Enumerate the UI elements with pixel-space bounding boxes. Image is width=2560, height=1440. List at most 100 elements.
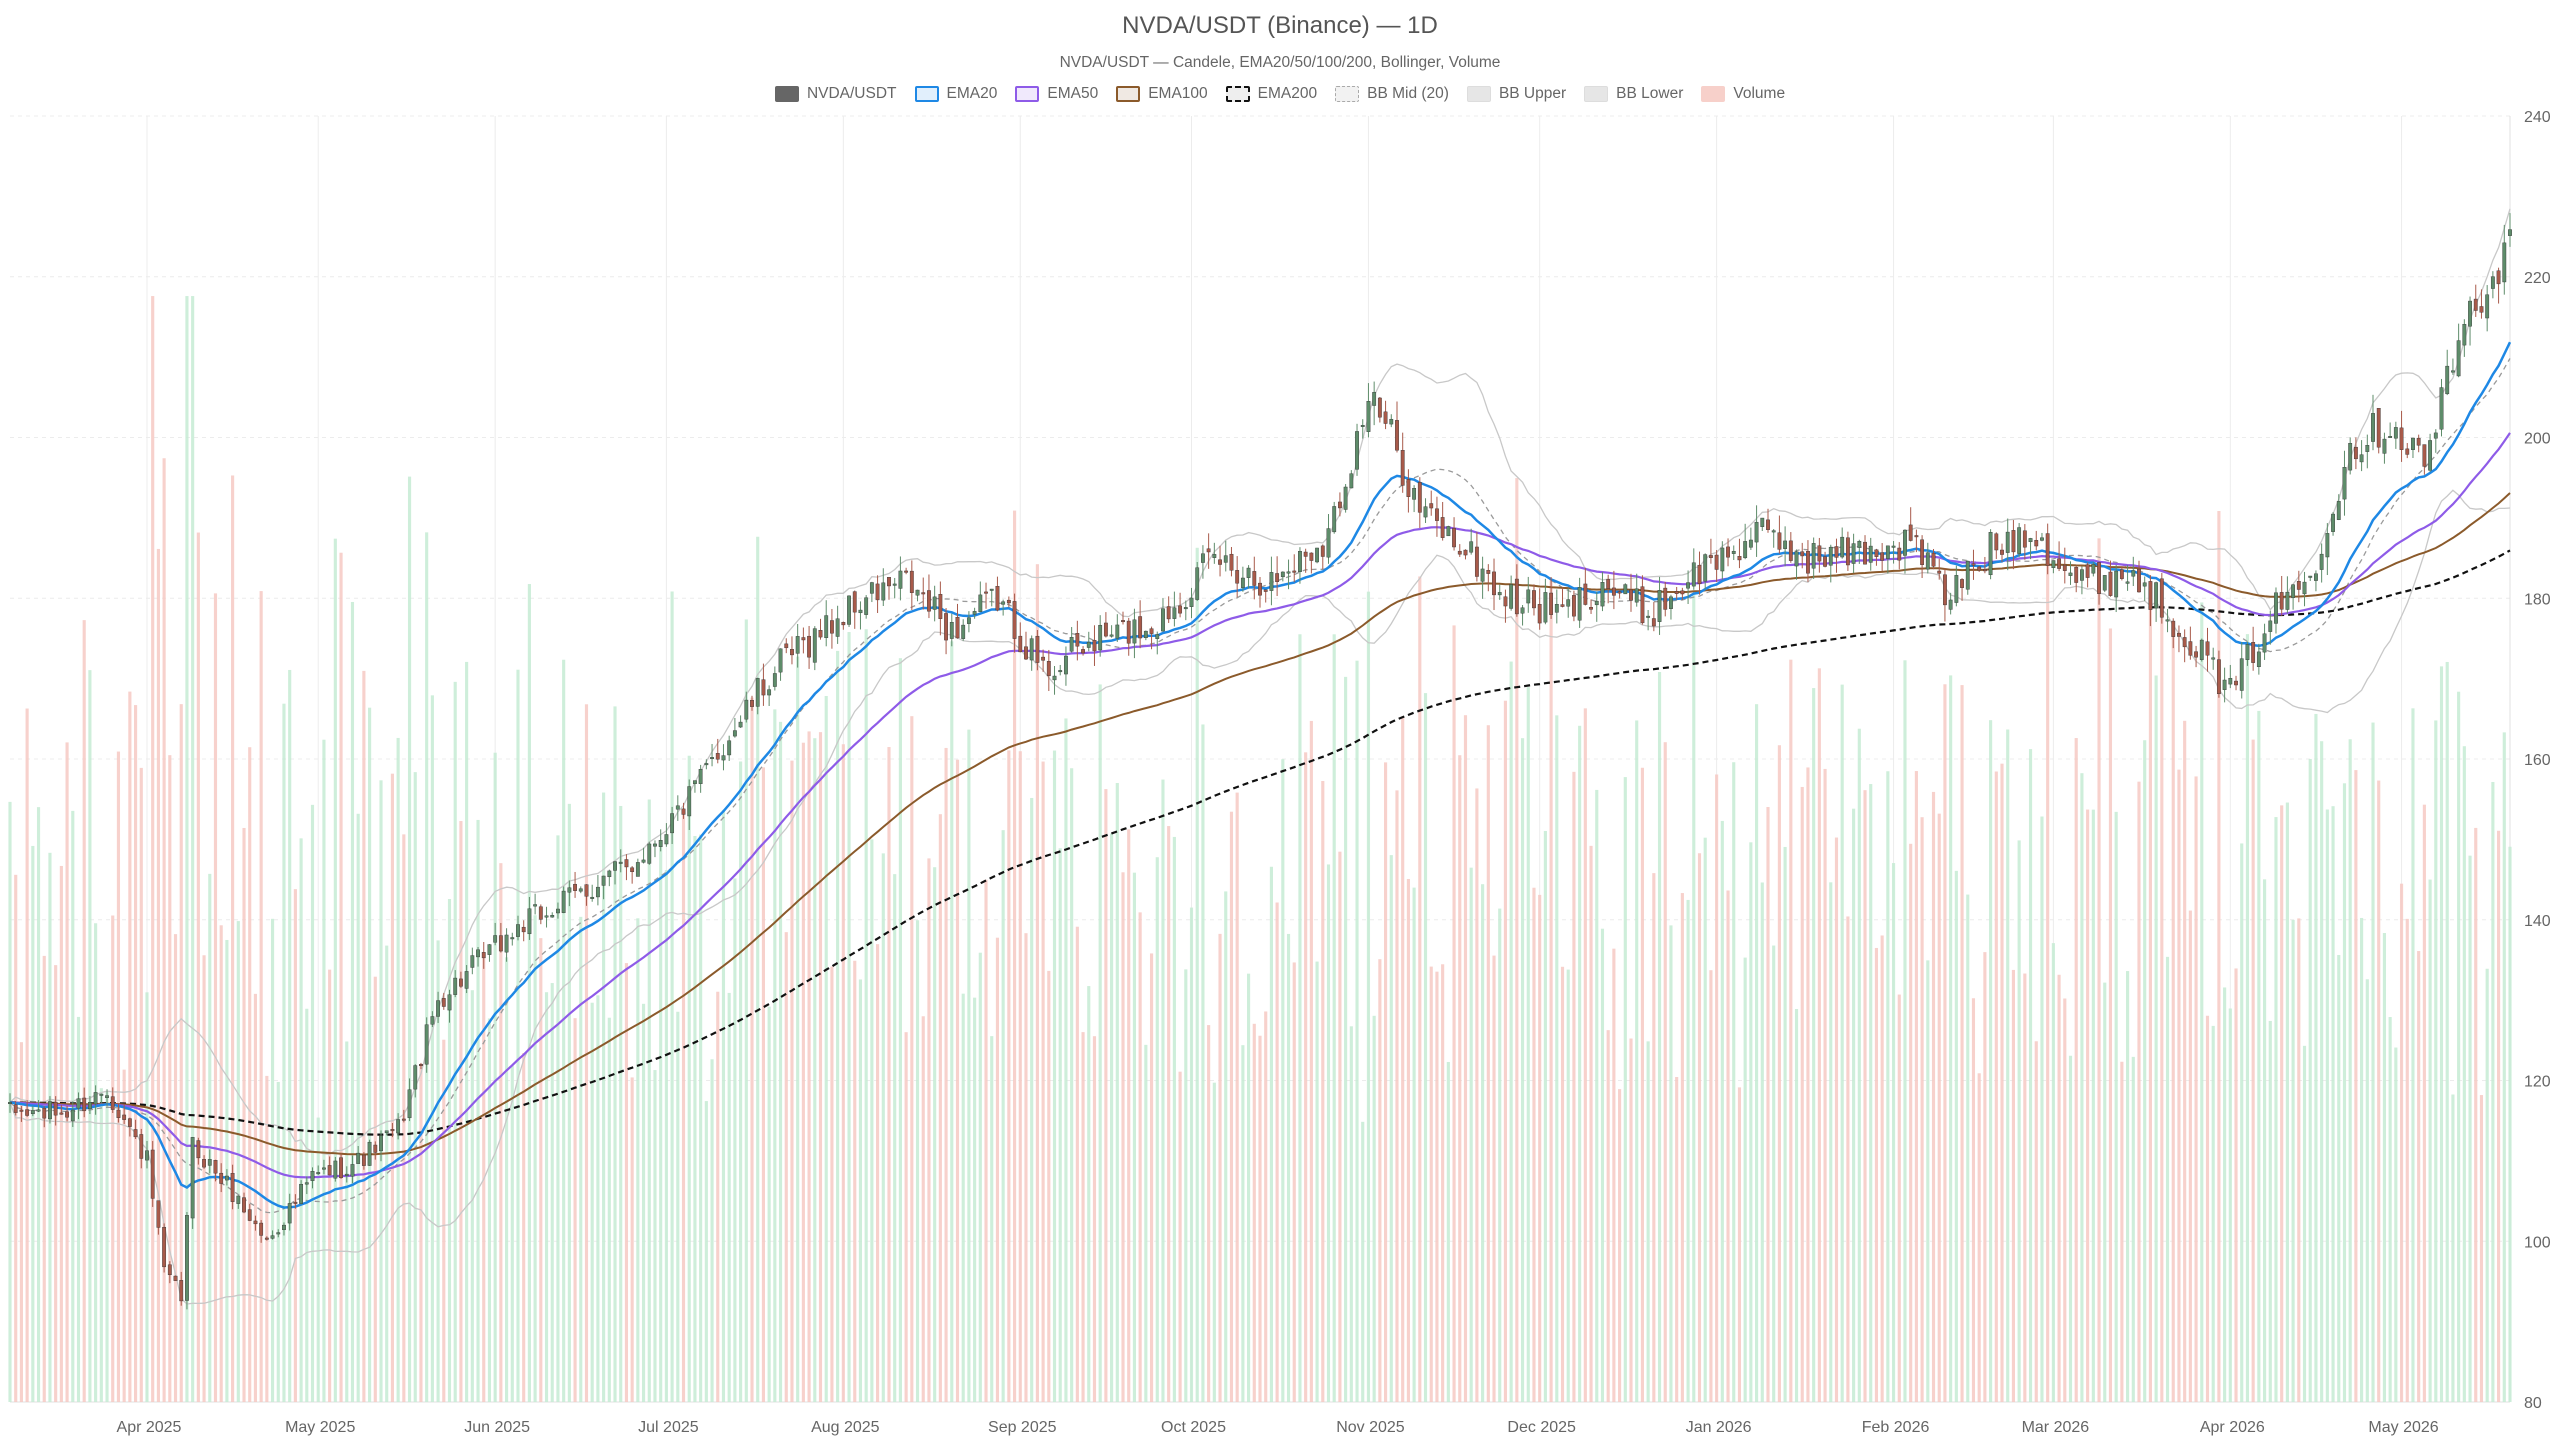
volume-bar	[1378, 959, 1382, 1402]
legend-label: NVDA/USDT	[806, 85, 897, 102]
candle-body	[1275, 573, 1280, 583]
candle-body	[179, 1280, 184, 1302]
candle-body	[87, 1102, 92, 1110]
volume-bar	[1315, 961, 1319, 1402]
volume-bar	[893, 874, 897, 1402]
volume-bar	[105, 1091, 109, 1402]
candle-body	[1212, 554, 1217, 558]
volume-bar	[2434, 720, 2438, 1402]
bb-lower-line	[9, 489, 2511, 1305]
legend-item-bblow[interactable]: BB Lower	[1584, 85, 1683, 103]
volume-bar	[1338, 851, 1342, 1402]
candle-body	[1714, 554, 1719, 570]
volume-bar	[1184, 969, 1188, 1402]
volume-bar	[179, 704, 183, 1402]
candle-body	[59, 1112, 64, 1115]
candle-body	[42, 1107, 47, 1119]
candle-body	[2194, 651, 2198, 658]
volume-bar	[2028, 749, 2033, 1402]
volume-bar	[2491, 782, 2495, 1402]
legend-item-ema20[interactable]: EMA20	[914, 85, 997, 103]
legend-item-bbup[interactable]: BB Upper	[1466, 85, 1566, 103]
volume-bar	[1755, 704, 1759, 1402]
volume-bar	[25, 708, 29, 1402]
volume-bar	[505, 957, 509, 1402]
volume-bar	[2411, 708, 2415, 1402]
candle-body	[384, 1130, 389, 1134]
candle-body	[459, 978, 463, 987]
volume-bar	[419, 1064, 423, 1402]
candle-body	[1298, 551, 1302, 572]
volume-bar	[1041, 761, 1045, 1402]
candle-body	[1161, 608, 1165, 632]
volume-bar	[1829, 882, 1833, 1402]
candle-body	[927, 590, 931, 612]
volume-bar	[168, 755, 172, 1402]
volume-bar	[1789, 659, 1793, 1402]
volume-bar	[236, 921, 240, 1402]
volume-bar	[1429, 966, 1433, 1402]
candle-body	[1520, 607, 1525, 614]
candle-body	[1143, 630, 1148, 639]
candles	[8, 213, 2512, 1310]
volume-bar	[453, 681, 457, 1402]
volume-bar	[1526, 687, 1530, 1402]
candle-body	[595, 886, 600, 898]
volume-bar	[1121, 872, 1125, 1402]
volume-bar	[1686, 899, 1690, 1402]
legend-item-bbmid[interactable]: BB Mid (20)	[1335, 85, 1449, 103]
candle-body	[1783, 540, 1788, 549]
volume-bar	[1572, 771, 1576, 1402]
volume-bar	[887, 747, 891, 1402]
legend-item-ema50[interactable]: EMA50	[1015, 85, 1098, 103]
candle-body	[2456, 340, 2461, 377]
volume-bar	[1247, 973, 1251, 1402]
candle-body	[1178, 605, 1183, 614]
volume-bar	[2245, 634, 2250, 1402]
candle-body	[1543, 592, 1548, 623]
volume-bar	[128, 691, 132, 1402]
candle-body	[556, 908, 560, 914]
candle-body	[544, 915, 549, 918]
candle-body	[1634, 588, 1639, 603]
legend-label: BB Lower	[1616, 85, 1684, 102]
volume-bar	[1886, 771, 1890, 1402]
candle-body	[30, 1110, 35, 1115]
candle-body	[938, 594, 943, 619]
x-tick-label: Jul 2025	[638, 1419, 699, 1436]
candle-body	[2274, 592, 2278, 624]
candle-body	[1851, 543, 1856, 564]
x-tick-label: May 2026	[2368, 1419, 2438, 1436]
volume-bar	[1612, 948, 1616, 1402]
volume-bar	[2228, 1008, 2232, 1402]
candle-body	[145, 1150, 149, 1161]
candle-body	[2371, 413, 2375, 442]
legend-item-candle[interactable]: NVDA/USDT	[774, 85, 897, 103]
volume-bar	[1949, 675, 1953, 1402]
legend-item-volume[interactable]: Volume	[1701, 85, 1785, 103]
candle-body	[2479, 306, 2484, 313]
candle-body	[721, 755, 726, 761]
volume-bar	[1207, 1025, 1211, 1402]
volume-bar	[527, 584, 531, 1402]
volume-bar	[2360, 917, 2364, 1402]
legend-item-ema100[interactable]: EMA100	[1116, 85, 1208, 103]
volume-bar	[1857, 728, 1861, 1402]
volume-bar	[870, 839, 874, 1402]
volume-bar	[1178, 1071, 1182, 1402]
volume-bar	[864, 629, 868, 1402]
legend-item-ema200[interactable]: EMA200	[1225, 85, 1317, 103]
candle-body	[1229, 553, 1234, 571]
candle-body	[1183, 607, 1188, 610]
volume-bar	[2211, 1025, 2215, 1402]
candle-body	[1748, 539, 1753, 548]
volume-bar	[31, 845, 35, 1402]
legend-swatch-candle	[774, 86, 799, 102]
volume-bar	[659, 842, 663, 1402]
volume-bar	[2063, 998, 2067, 1402]
candle-body	[1674, 591, 1679, 594]
volume-bar	[1418, 576, 1422, 1402]
candle-body	[909, 570, 914, 593]
volume-bar	[681, 814, 686, 1402]
volume-bar	[516, 669, 520, 1402]
